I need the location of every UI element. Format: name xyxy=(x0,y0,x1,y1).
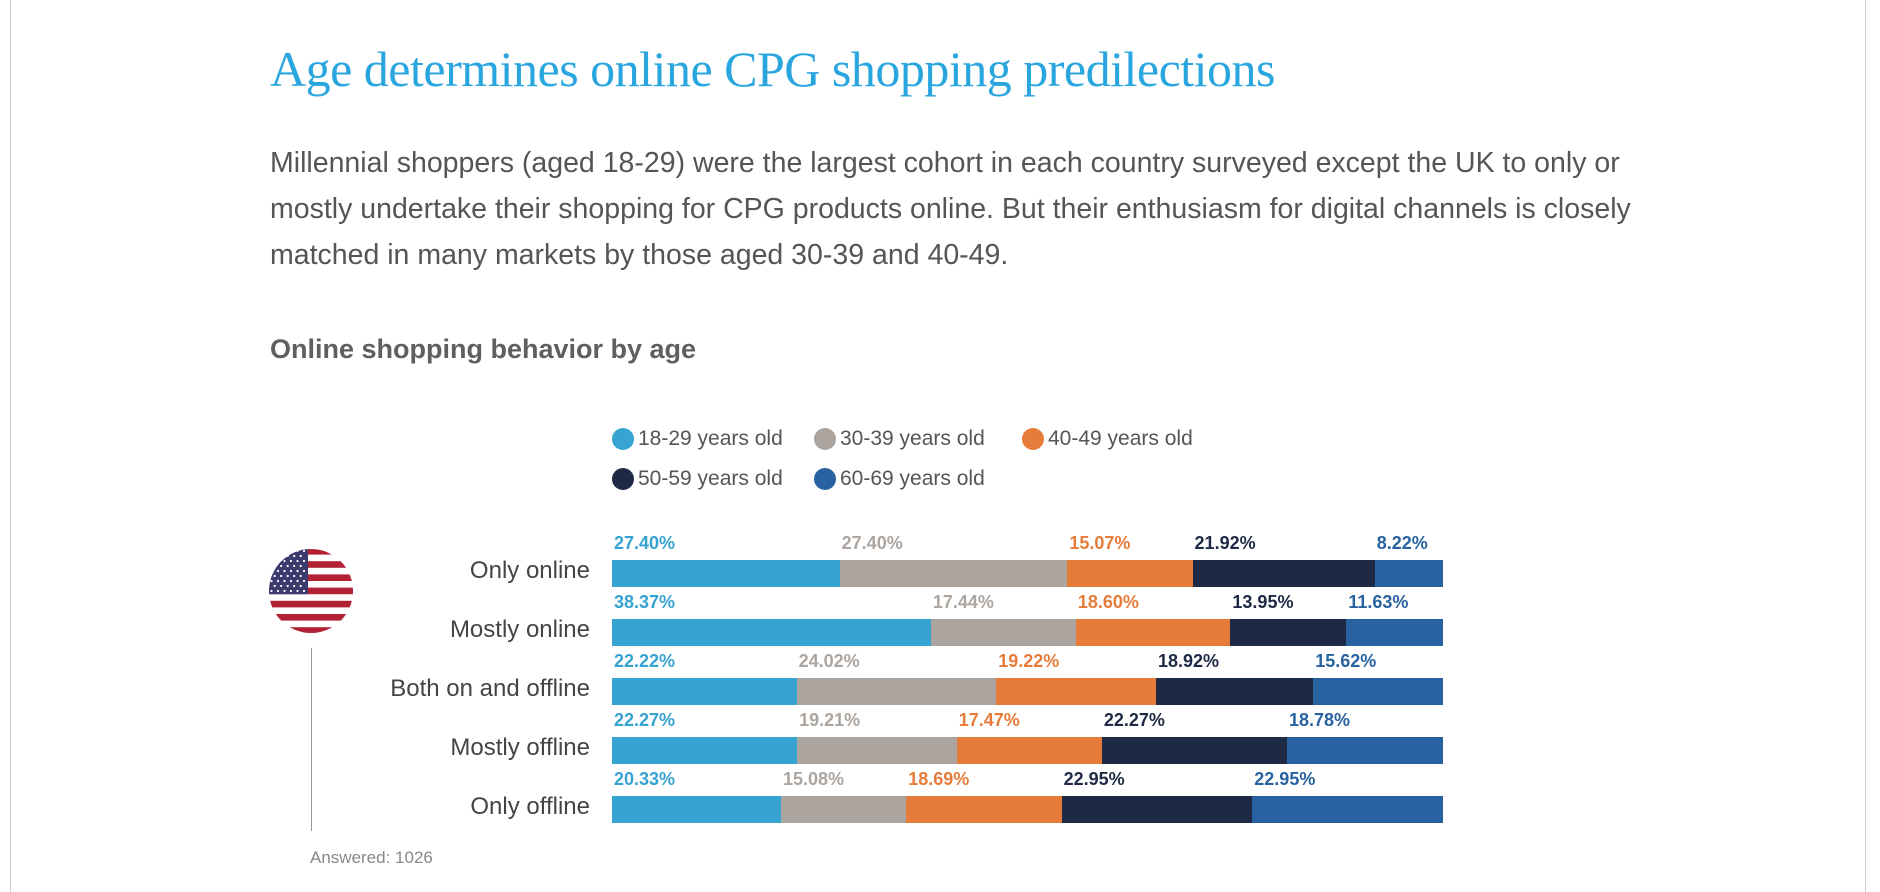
data-label: 22.22% xyxy=(614,651,676,671)
bar-segment xyxy=(612,560,841,587)
legend-item: 30-39 years old xyxy=(814,427,985,451)
data-label: 22.95% xyxy=(1254,769,1316,789)
bar-segment xyxy=(612,796,782,823)
data-label: 8.22% xyxy=(1376,533,1428,553)
bar-segment xyxy=(1192,560,1376,587)
bar-segment xyxy=(1230,619,1347,646)
legend-swatch xyxy=(814,428,836,450)
data-label: 18.92% xyxy=(1157,651,1220,671)
page-border-right xyxy=(1865,0,1866,892)
bar-segment xyxy=(1067,560,1194,587)
category-label: Only offline xyxy=(470,793,590,820)
data-label: 15.62% xyxy=(1315,651,1377,671)
legend-swatch xyxy=(612,468,634,490)
data-label: 18.60% xyxy=(1077,592,1139,612)
data-label: 19.22% xyxy=(998,651,1060,671)
page-border-left xyxy=(10,0,11,892)
legend-swatch xyxy=(612,428,634,450)
flag-connector-line xyxy=(311,648,312,831)
legend-item: 40-49 years old xyxy=(1022,427,1193,451)
data-label: 38.37% xyxy=(614,592,676,612)
legend-item: 50-59 years old xyxy=(612,467,783,491)
bar-segment xyxy=(956,737,1103,764)
data-label: 18.69% xyxy=(908,769,970,789)
data-label: 19.21% xyxy=(799,710,861,730)
bar-segment xyxy=(1155,678,1314,705)
data-label: 21.92% xyxy=(1194,533,1256,553)
data-label: 13.95% xyxy=(1232,592,1294,612)
category-label: Both on and offline xyxy=(390,675,590,702)
bar-segment xyxy=(1313,678,1444,705)
data-label: 11.63% xyxy=(1348,592,1409,612)
bar-segment xyxy=(1252,796,1444,823)
legend-swatch xyxy=(814,468,836,490)
bar-segment xyxy=(796,678,997,705)
bar-segment xyxy=(612,678,798,705)
bar-segment xyxy=(1286,737,1444,764)
chart-footnote: Answered: 1026 xyxy=(310,848,433,867)
data-label: 17.44% xyxy=(932,592,994,612)
legend-label: 30-39 years old xyxy=(840,427,985,450)
intro-paragraph: Millennial shoppers (aged 18-29) were th… xyxy=(270,147,1631,271)
chart-title: Online shopping behavior by age xyxy=(270,334,697,364)
legend-item: 18-29 years old xyxy=(612,427,783,451)
bar-segment xyxy=(839,560,1068,587)
bar-segment xyxy=(612,737,798,764)
bar-segment xyxy=(1061,796,1253,823)
bar-segment xyxy=(612,619,932,646)
data-label: 17.47% xyxy=(958,710,1020,730)
bar-segment xyxy=(1075,619,1231,646)
data-label: 27.40% xyxy=(841,533,903,553)
legend-swatch xyxy=(1022,428,1044,450)
data-label: 22.27% xyxy=(614,710,676,730)
data-label: 22.27% xyxy=(1103,710,1165,730)
bar-segment xyxy=(930,619,1077,646)
page-title: Age determines online CPG shopping predi… xyxy=(270,41,1276,97)
bar-segment xyxy=(1374,560,1444,587)
legend-label: 18-29 years old xyxy=(638,427,783,450)
category-label: Mostly offline xyxy=(450,734,590,761)
legend-label: 60-69 years old xyxy=(840,467,985,490)
data-label: 20.33% xyxy=(614,769,676,789)
legend-label: 50-59 years old xyxy=(638,467,783,490)
bar-segment xyxy=(906,796,1063,823)
bar-segment xyxy=(1101,737,1288,764)
bar-segment xyxy=(797,737,958,764)
bar-segment xyxy=(996,678,1157,705)
data-label: 22.95% xyxy=(1063,769,1125,789)
data-label: 18.78% xyxy=(1288,710,1350,730)
data-label: 15.08% xyxy=(782,769,844,789)
us-flag-icon xyxy=(269,549,353,633)
category-label: Only online xyxy=(469,557,590,584)
bar-segment xyxy=(780,796,907,823)
bar-segment xyxy=(1346,619,1444,646)
data-label: 27.40% xyxy=(614,533,676,553)
data-label: 15.07% xyxy=(1069,533,1131,553)
legend-item: 60-69 years old xyxy=(814,467,985,491)
category-label: Mostly online xyxy=(449,616,590,643)
data-label: 24.02% xyxy=(798,651,860,671)
legend-label: 40-49 years old xyxy=(1048,427,1193,450)
